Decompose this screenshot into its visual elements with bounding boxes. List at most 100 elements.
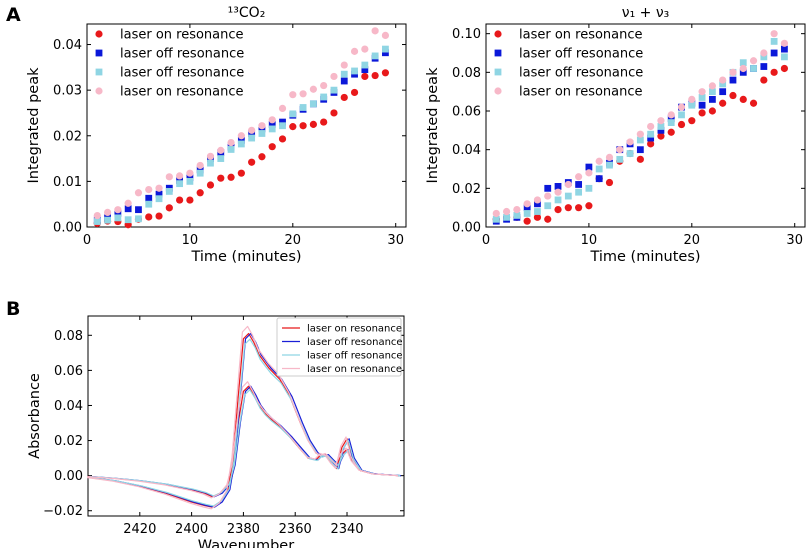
data-point [688,95,696,103]
data-point [698,109,706,117]
data-point [330,86,338,94]
data-point [320,93,328,101]
data-point [544,202,552,210]
data-point [719,99,727,107]
data-point [605,178,614,187]
legend-marker [494,87,502,95]
data-point [361,45,369,53]
data-point [155,190,163,198]
data-point [114,206,122,214]
data-point [279,122,286,130]
data-point [760,76,768,84]
chart-b: 2420 2400 2380 2360 2340 −0.02 0.00 0.02 0.04 0.0… [27,315,405,548]
legend: laser on resonance laser off resonance las… [95,28,244,100]
x-tick-label: 0 [482,233,490,248]
data-point [371,27,379,35]
series-3 [93,27,390,220]
data-point [523,210,531,217]
data-point [186,174,194,182]
data-point [688,117,696,125]
series-line-3-lower [86,381,398,499]
data-point [636,136,644,144]
x-tick-label: 30 [786,233,803,248]
data-point [145,194,153,202]
data-point [750,65,757,72]
y-tick-label: −0.02 [43,504,83,519]
x-tick-label: 2380 [227,522,260,537]
data-point [564,204,572,212]
data-point [340,70,348,78]
data-point [760,63,768,70]
data-point [533,213,542,221]
data-point [719,76,727,84]
data-point [309,120,317,128]
data-point [340,77,348,85]
data-point [534,200,541,208]
data-point [585,202,593,210]
plot-frame [87,315,405,517]
y-tick-label: 0.02 [54,434,83,449]
y-tick-label: 0.10 [452,27,481,42]
x-tick-label: 0 [83,233,91,248]
data-point [382,49,389,57]
data-point [258,153,266,161]
data-point [760,49,768,57]
data-point [636,146,644,154]
x-tick-label: 20 [285,233,302,248]
data-point [626,138,634,146]
x-tick-label: 2420 [123,522,156,537]
data-point [309,85,317,93]
data-point [647,140,655,148]
data-point [677,103,686,111]
data-point [289,91,297,99]
data-point [595,165,603,173]
legend-marker [95,49,103,57]
series-line-0-lower [87,385,399,498]
x-axis-label: Time (minutes) [589,249,700,265]
data-point [698,101,706,109]
data-point [248,126,256,134]
data-point [534,208,541,215]
y-tick-label: 0.00 [53,221,82,236]
data-point [647,122,655,131]
data-point [647,130,655,138]
data-point [124,205,132,213]
data-point [770,38,778,45]
data-point [544,215,552,223]
data-point [382,45,389,53]
legend-label: laser on resonance [519,28,643,43]
legend-item: laser off resonance [494,66,643,81]
x-tick-label: 2360 [279,522,312,537]
data-point [616,155,624,163]
data-point [523,204,531,212]
series-2 [492,38,788,223]
data-point [657,132,665,140]
data-point [196,169,204,177]
data-point [114,214,122,222]
legend-marker [95,30,103,38]
data-point [523,217,531,225]
data-point [708,88,716,96]
data-point [729,68,737,76]
legend-label: laser on resonance [120,28,244,43]
legend-label: laser on resonance [120,85,244,100]
series-0 [93,69,390,229]
data-point [575,204,583,212]
data-point [554,196,562,204]
data-point [595,157,603,165]
legend: laser on resonance laser off resonance las… [494,28,643,100]
legend-marker [494,68,502,76]
data-point [350,88,359,97]
data-point [268,120,276,128]
data-point [647,134,655,142]
data-point [227,173,235,181]
data-point [708,107,716,115]
data-point [206,152,215,160]
data-point [636,130,644,138]
panel-label-a: A [6,4,21,26]
data-point [667,111,675,119]
data-point [781,45,788,53]
data-point [667,128,675,136]
data-point [299,104,307,111]
data-point [258,130,266,137]
